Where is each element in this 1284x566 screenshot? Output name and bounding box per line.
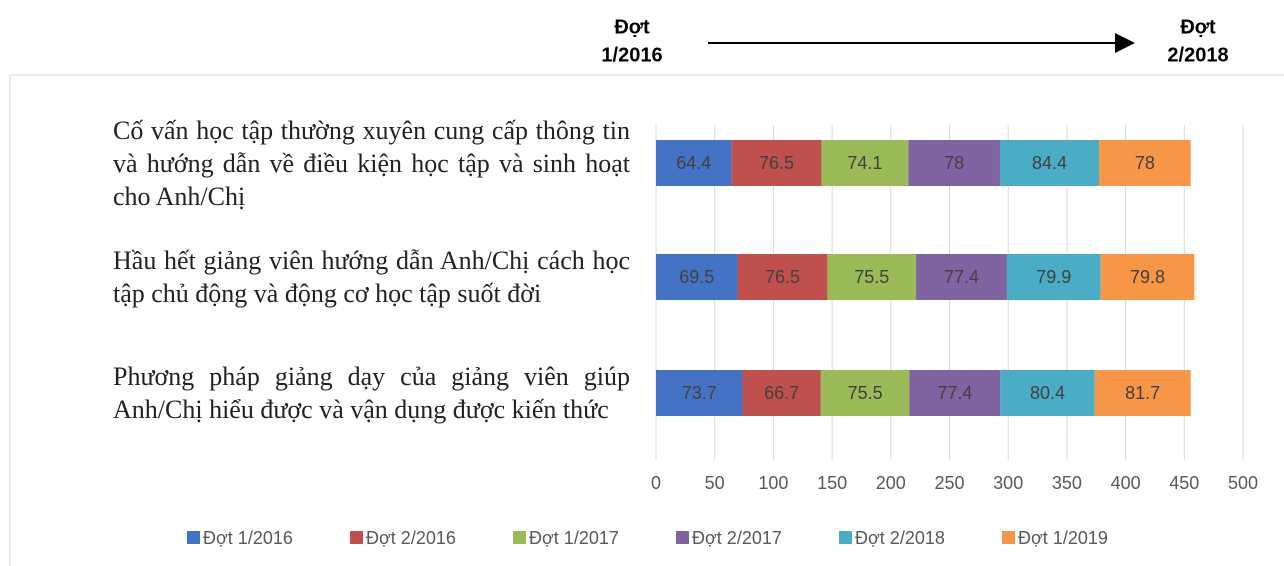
data-label: 75.5	[848, 383, 883, 403]
legend-label: Đợt 1/2016	[203, 528, 293, 548]
bar	[909, 370, 1001, 416]
legend-label: Đợt 2/2018	[855, 528, 945, 548]
category-text: Hầu hết giảng viên hướng dẫn Anh/Chị các…	[113, 246, 630, 308]
bar	[742, 370, 821, 416]
legend-label: Đợt 1/2017	[529, 528, 619, 548]
category-text: Phương pháp giảng dạy của giảng viên giú…	[113, 362, 630, 424]
data-label: 64.4	[676, 153, 711, 173]
bar	[1000, 370, 1095, 416]
x-tick-label: 50	[705, 473, 725, 493]
legend-label: Đợt 1/2019	[1018, 528, 1108, 548]
data-label: 84.4	[1032, 153, 1067, 173]
bar	[1006, 254, 1101, 300]
x-tick-label: 100	[758, 473, 788, 493]
legend-swatch	[676, 531, 689, 544]
x-tick-label: 250	[934, 473, 964, 493]
bar	[1100, 254, 1195, 300]
bar	[821, 140, 909, 186]
data-label: 73.7	[682, 383, 717, 403]
x-tick-label: 400	[1111, 473, 1141, 493]
annotation: 1/2016	[601, 44, 662, 66]
bar	[1099, 140, 1191, 186]
data-label: 78	[1135, 153, 1155, 173]
data-label: 76.5	[765, 267, 800, 287]
bar	[908, 140, 1000, 186]
annotation: 2/2018	[1167, 44, 1228, 66]
x-tick-label: 0	[651, 473, 661, 493]
x-tick-label: 300	[993, 473, 1023, 493]
x-tick-label: 150	[817, 473, 847, 493]
bar	[820, 370, 910, 416]
annotation: Đợt	[614, 16, 650, 38]
category-label: Phương pháp giảng dạy của giảng viên giú…	[113, 333, 630, 453]
legend-label: Đợt 2/2016	[366, 528, 456, 548]
category-text: Cố vấn học tập thường xuyên cung cấp thô…	[113, 115, 630, 211]
data-label: 79.8	[1130, 267, 1165, 287]
data-label: 76.5	[759, 153, 794, 173]
x-tick-label: 450	[1169, 473, 1199, 493]
data-label: 81.7	[1125, 383, 1160, 403]
data-label: 79.9	[1036, 267, 1071, 287]
data-label: 69.5	[679, 267, 714, 287]
bar	[656, 370, 743, 416]
bar	[916, 254, 1007, 300]
category-label: Cố vấn học tập thường xuyên cung cấp thô…	[113, 103, 630, 223]
legend-swatch	[187, 531, 200, 544]
x-tick-label: 500	[1228, 473, 1258, 493]
data-label: 66.7	[764, 383, 799, 403]
data-label: 78	[944, 153, 964, 173]
bar	[1094, 370, 1191, 416]
annotation: Đợt	[1180, 16, 1216, 38]
legend-swatch	[1002, 531, 1015, 544]
x-tick-label: 350	[1052, 473, 1082, 493]
legend-swatch	[839, 531, 852, 544]
data-label: 80.4	[1030, 383, 1065, 403]
data-label: 75.5	[854, 267, 889, 287]
data-label: 77.4	[937, 383, 972, 403]
category-label: Hầu hết giảng viên hướng dẫn Anh/Chị các…	[113, 217, 630, 337]
data-label: 74.1	[847, 153, 882, 173]
bar	[999, 140, 1100, 186]
bar	[827, 254, 917, 300]
data-label: 77.4	[944, 267, 979, 287]
bar	[731, 140, 822, 186]
bar	[656, 140, 732, 186]
x-tick-label: 200	[876, 473, 906, 493]
legend-swatch	[513, 531, 526, 544]
bar	[737, 254, 828, 300]
bar	[656, 254, 738, 300]
legend-swatch	[350, 531, 363, 544]
legend-label: Đợt 2/2017	[692, 528, 782, 548]
